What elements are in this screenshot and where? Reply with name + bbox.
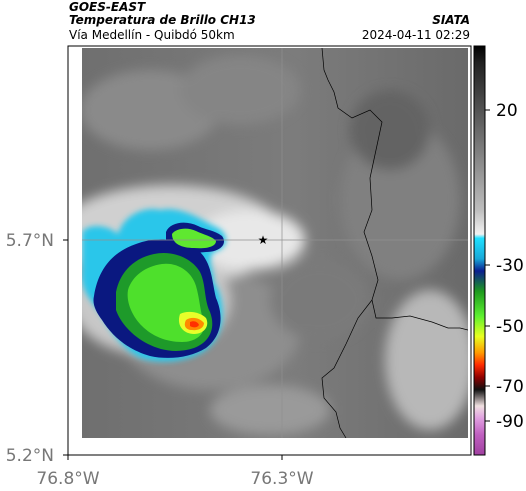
colorbar-tick-minus90: -90 [496, 412, 524, 432]
colorbar [473, 45, 486, 456]
region-label: Vía Medellín - Quibdó 50km [69, 28, 235, 42]
colorbar-tick-minus50: -50 [496, 317, 524, 337]
convective-cell [82, 209, 226, 362]
y-tick-label-5.7: 5.7°N [6, 231, 54, 251]
agency-label: SIATA [432, 13, 470, 27]
product-title: Temperatura de Brillo CH13 [69, 13, 256, 27]
x-tick-label-76.8: 76.8°W [36, 469, 99, 489]
colorbar-tick-minus70: -70 [496, 377, 524, 397]
department-border [321, 48, 468, 331]
colorbar-tick-20: 20 [496, 101, 518, 121]
datetime-label: 2024-04-11 02:29 [361, 28, 470, 42]
colorbar-tick-minus30: -30 [496, 256, 524, 276]
x-tick-label-76.3: 76.3°W [250, 469, 313, 489]
station-star-icon: ★ [258, 233, 269, 247]
department-border-south [321, 299, 373, 438]
brightness-temperature-field [82, 48, 468, 438]
satellite-name: GOES-EAST [69, 0, 146, 14]
y-tick-label-5.2: 5.2°N [6, 446, 54, 466]
